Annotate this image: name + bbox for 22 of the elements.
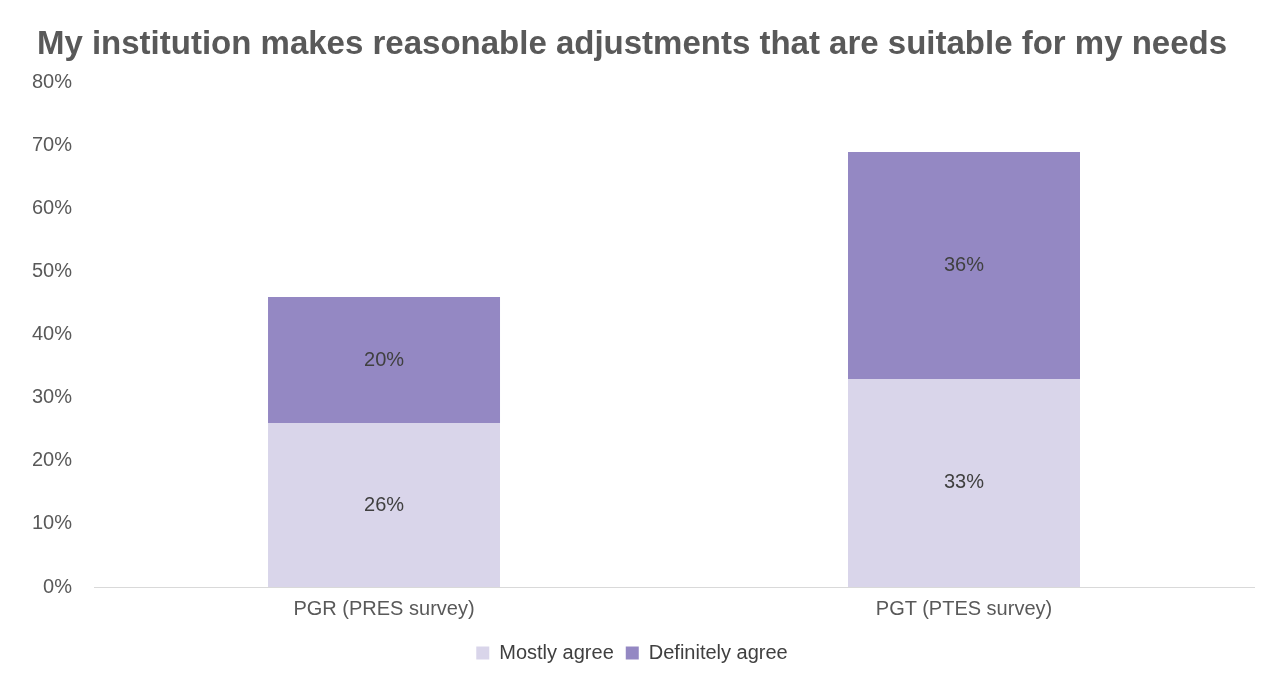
bar <box>268 423 501 587</box>
y-tick-label: 40% <box>32 322 73 345</box>
y-tick-label: 50% <box>32 259 73 282</box>
y-tick-label: 10% <box>32 511 73 534</box>
chart-title: My institution makes reasonable adjustments that are suitable for my needs <box>36 23 1228 61</box>
bar <box>848 378 1080 587</box>
y-tick-label: 20% <box>32 448 73 471</box>
y-tick-label: 70% <box>32 133 73 156</box>
x-tick-label: PGT (PTES survey) <box>875 596 1053 619</box>
bar <box>848 151 1080 379</box>
data-label: 36% <box>943 252 985 275</box>
data-label: 20% <box>364 347 405 370</box>
legend-label: Definitely agree <box>648 640 788 663</box>
y-tick-label: 30% <box>32 385 73 408</box>
data-label: 26% <box>364 492 405 515</box>
y-tick-label: 60% <box>32 196 73 219</box>
bar <box>268 296 501 424</box>
data-label: 33% <box>943 470 985 493</box>
y-tick-label: 0% <box>43 574 73 597</box>
y-tick-label: 80% <box>32 70 73 93</box>
legend-label: Mostly agree <box>499 640 614 663</box>
x-tick-label: PGR (PRES survey) <box>293 596 475 619</box>
